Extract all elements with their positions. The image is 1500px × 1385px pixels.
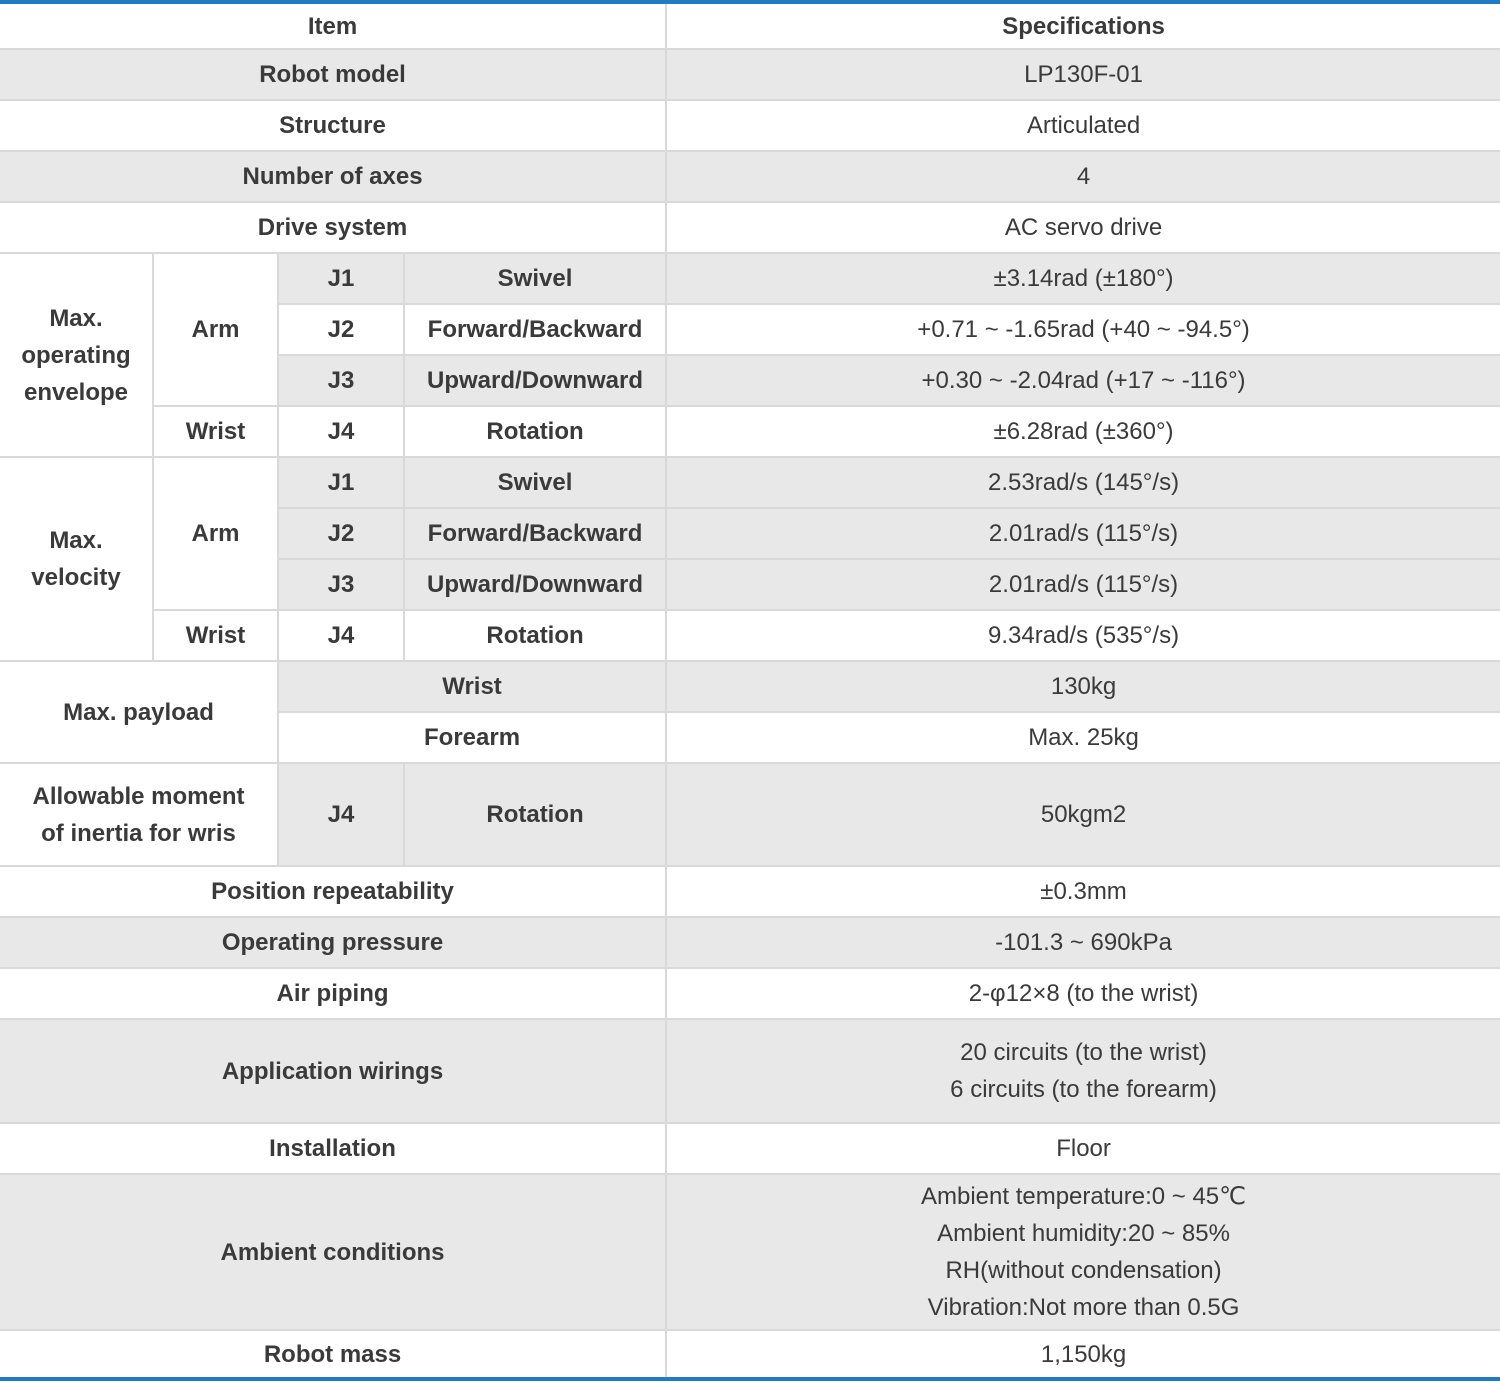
table-row: Number of axes 4 [0,150,1500,203]
table-row: Max. velocity Arm J1 Swivel 2.53rad/s (1… [0,456,1500,662]
inertia-axis: J4 [277,762,405,867]
envelope-j4-motion: Rotation [402,405,668,458]
velocity-j3-axis: J3 [278,558,405,611]
velocity-j2-axis: J2 [278,507,405,560]
structure-label: Structure [0,99,668,152]
table-row: J2 Forward/Backward 2.01rad/s (115°/s) [0,507,1500,560]
velocity-j1-motion: Swivel [402,456,668,509]
envelope-j3-value: +0.30 ~ -2.04rad (+17 ~ -116°) [665,354,1500,407]
structure-value: Articulated [665,99,1500,152]
table-row: Forearm Max. 25kg [0,711,1500,764]
installation-value: Floor [665,1122,1500,1175]
table-row: Wrist J4 Rotation 9.34rad/s (535°/s) [0,609,1500,662]
drive-value: AC servo drive [665,201,1500,254]
inertia-motion: Rotation [402,762,668,867]
payload-forearm-value: Max. 25kg [665,711,1500,764]
table-row: Max. operating envelope Arm J1 Swivel ±3… [0,252,1500,458]
velocity-j2-motion: Forward/Backward [402,507,668,560]
velocity-arm-label: Arm [152,456,279,611]
air-piping-label: Air piping [0,967,668,1020]
envelope-j1-motion: Swivel [402,252,668,305]
pressure-value: -101.3 ~ 690kPa [665,916,1500,969]
wirings-label: Application wirings [0,1018,668,1124]
velocity-j1-axis: J1 [277,456,405,509]
table-row: Operating pressure -101.3 ~ 690kPa [0,916,1500,969]
velocity-j1-value: 2.53rad/s (145°/s) [665,456,1500,509]
table-row: J2 Forward/Backward +0.71 ~ -1.65rad (+4… [0,303,1500,356]
table-row: Ambient conditions Ambient temperature:0… [0,1173,1500,1331]
payload-forearm-label: Forearm [278,711,668,764]
table-row: Structure Articulated [0,99,1500,152]
payload-wrist-label: Wrist [276,660,668,713]
envelope-j4-value: ±6.28rad (±360°) [665,405,1500,458]
velocity-wrist-label: Wrist [153,609,279,662]
header-item: Item [0,2,668,50]
payload-label: Max. payload [0,660,279,764]
header-specifications: Specifications [665,2,1500,50]
envelope-j2-value: +0.71 ~ -1.65rad (+40 ~ -94.5°) [665,303,1500,356]
envelope-j3-motion: Upward/Downward [402,354,668,407]
envelope-j2-axis: J2 [278,303,405,356]
envelope-j3-axis: J3 [278,354,405,407]
repeatability-value: ±0.3mm [665,865,1500,918]
wirings-value: 20 circuits (to the wrist) 6 circuits (t… [665,1018,1500,1124]
mass-label: Robot mass [0,1329,668,1379]
table-row: Robot mass 1,150kg [0,1329,1500,1379]
ambient-label: Ambient conditions [0,1173,668,1331]
velocity-label: Max. velocity [0,456,154,662]
envelope-wrist-label: Wrist [153,405,279,458]
velocity-j4-value: 9.34rad/s (535°/s) [665,609,1500,662]
drive-label: Drive system [0,201,668,254]
table-row: Air piping 2-φ12×8 (to the wrist) [0,967,1500,1020]
envelope-j1-value: ±3.14rad (±180°) [665,252,1500,305]
robot-model-value: LP130F-01 [665,48,1500,101]
table-row: Allowable moment of inertia for wris J4 … [0,762,1500,867]
velocity-j2-value: 2.01rad/s (115°/s) [665,507,1500,560]
table-row: Wrist J4 Rotation ±6.28rad (±360°) [0,405,1500,458]
pressure-label: Operating pressure [0,916,668,969]
table-row: Max. payload Wrist 130kg [0,660,1500,764]
table-row: J3 Upward/Downward 2.01rad/s (115°/s) [0,558,1500,611]
velocity-j4-axis: J4 [277,609,405,662]
envelope-j4-axis: J4 [277,405,405,458]
air-piping-value: 2-φ12×8 (to the wrist) [665,967,1500,1020]
velocity-j3-motion: Upward/Downward [402,558,668,611]
envelope-arm-label: Arm [152,252,279,407]
installation-label: Installation [0,1122,668,1175]
inertia-label: Allowable moment of inertia for wris [0,762,279,867]
table-row: Robot model LP130F-01 [0,48,1500,101]
payload-wrist-value: 130kg [665,660,1500,713]
axes-value: 4 [665,150,1500,203]
robot-model-label: Robot model [0,48,668,101]
axes-label: Number of axes [0,150,668,203]
table-row: Drive system AC servo drive [0,201,1500,254]
envelope-j1-axis: J1 [277,252,405,305]
velocity-j4-motion: Rotation [402,609,668,662]
velocity-j3-value: 2.01rad/s (115°/s) [665,558,1500,611]
ambient-value: Ambient temperature:0 ~ 45℃ Ambient humi… [665,1173,1500,1331]
inertia-value: 50kgm2 [665,762,1500,867]
mass-value: 1,150kg [665,1329,1500,1379]
table-row: Application wirings 20 circuits (to the … [0,1018,1500,1124]
repeatability-label: Position repeatability [0,865,668,918]
table-row: J3 Upward/Downward +0.30 ~ -2.04rad (+17… [0,354,1500,407]
table-row: Installation Floor [0,1122,1500,1175]
envelope-label: Max. operating envelope [0,252,154,458]
table-row: Position repeatability ±0.3mm [0,865,1500,918]
envelope-j2-motion: Forward/Backward [402,303,668,356]
